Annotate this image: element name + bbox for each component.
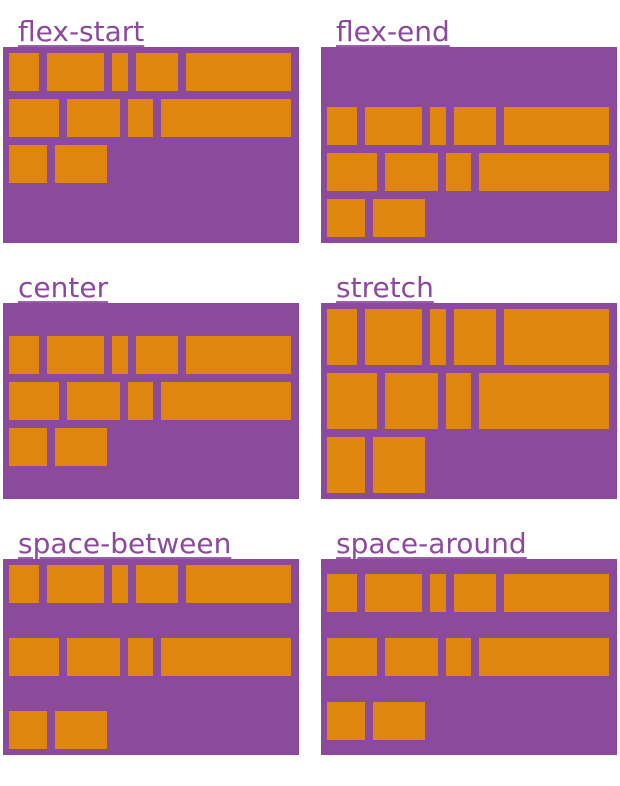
- flex-item: [186, 53, 291, 91]
- flex-item: [327, 437, 365, 493]
- flex-item: [454, 309, 496, 365]
- flex-item: [446, 373, 471, 429]
- flex-item: [9, 99, 59, 137]
- flex-item: [479, 153, 609, 191]
- panel-flex-start: flex-start: [3, 18, 299, 274]
- flex-item: [186, 565, 291, 603]
- flex-item: [504, 574, 609, 612]
- flex-item: [479, 373, 609, 429]
- panel-center: center: [3, 274, 299, 530]
- flex-item: [47, 53, 104, 91]
- flex-item: [327, 638, 377, 676]
- flex-item: [373, 199, 425, 237]
- flex-item: [55, 428, 107, 466]
- panel-label: center: [18, 271, 109, 304]
- flex-item: [112, 336, 128, 374]
- flex-item: [9, 382, 59, 420]
- flex-item: [67, 99, 120, 137]
- flex-item: [55, 711, 107, 749]
- flex-item: [136, 336, 178, 374]
- flex-container: [3, 303, 299, 499]
- flex-item: [47, 336, 104, 374]
- flex-item: [128, 382, 153, 420]
- panel-label: stretch: [336, 271, 434, 304]
- flex-container: [3, 559, 299, 755]
- flex-item: [112, 565, 128, 603]
- flex-item: [9, 428, 47, 466]
- flex-item: [67, 382, 120, 420]
- flex-container: [3, 47, 299, 243]
- flex-item: [136, 565, 178, 603]
- flex-container: [321, 47, 617, 243]
- panel-stretch: stretch: [321, 274, 617, 530]
- flex-item: [365, 574, 422, 612]
- flex-item: [9, 638, 59, 676]
- flex-item: [479, 638, 609, 676]
- flex-item: [327, 153, 377, 191]
- flex-item: [47, 565, 104, 603]
- panel-label: space-between: [18, 527, 232, 560]
- flex-item: [327, 702, 365, 740]
- flex-item: [161, 638, 291, 676]
- flex-item: [9, 336, 39, 374]
- flex-item: [161, 99, 291, 137]
- flex-item: [161, 382, 291, 420]
- flex-container: [321, 559, 617, 755]
- flex-item: [373, 702, 425, 740]
- flex-item: [128, 638, 153, 676]
- flex-container: [321, 303, 617, 499]
- flex-item: [9, 565, 39, 603]
- flex-item: [430, 574, 446, 612]
- flex-item: [327, 574, 357, 612]
- panel-label: flex-end: [336, 15, 450, 48]
- panel-space-between: space-between: [3, 530, 299, 786]
- flex-item: [385, 638, 438, 676]
- flex-item: [9, 53, 39, 91]
- panel-label: flex-start: [18, 15, 145, 48]
- flex-item: [446, 638, 471, 676]
- flex-item: [373, 437, 425, 493]
- flex-item: [128, 99, 153, 137]
- flex-item: [446, 153, 471, 191]
- flex-item: [504, 107, 609, 145]
- panel-space-around: space-around: [321, 530, 617, 786]
- flex-item: [112, 53, 128, 91]
- flex-item: [327, 309, 357, 365]
- flex-item: [365, 309, 422, 365]
- flex-item: [9, 145, 47, 183]
- flex-item: [430, 107, 446, 145]
- flex-item: [55, 145, 107, 183]
- flex-item: [454, 574, 496, 612]
- flex-item: [454, 107, 496, 145]
- flex-item: [136, 53, 178, 91]
- flex-item: [186, 336, 291, 374]
- panel-label: space-around: [336, 527, 527, 560]
- flex-item: [365, 107, 422, 145]
- flex-item: [504, 309, 609, 365]
- panel-flex-end: flex-end: [321, 18, 617, 274]
- flex-item: [327, 199, 365, 237]
- flex-item: [9, 711, 47, 749]
- flex-item: [430, 309, 446, 365]
- flex-item: [67, 638, 120, 676]
- flex-item: [327, 373, 377, 429]
- flex-item: [327, 107, 357, 145]
- flex-item: [385, 153, 438, 191]
- flex-item: [385, 373, 438, 429]
